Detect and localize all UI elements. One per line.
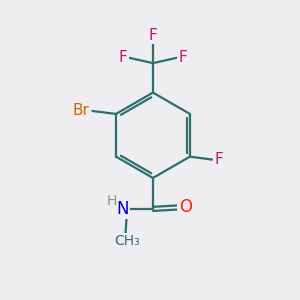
Text: F: F: [148, 28, 157, 43]
Text: H: H: [106, 194, 117, 208]
Text: Br: Br: [73, 103, 90, 118]
Text: N: N: [116, 200, 129, 218]
Text: F: F: [178, 50, 188, 65]
Text: F: F: [214, 152, 223, 167]
Text: F: F: [118, 50, 127, 65]
Text: CH₃: CH₃: [114, 234, 140, 248]
Text: O: O: [179, 198, 192, 216]
